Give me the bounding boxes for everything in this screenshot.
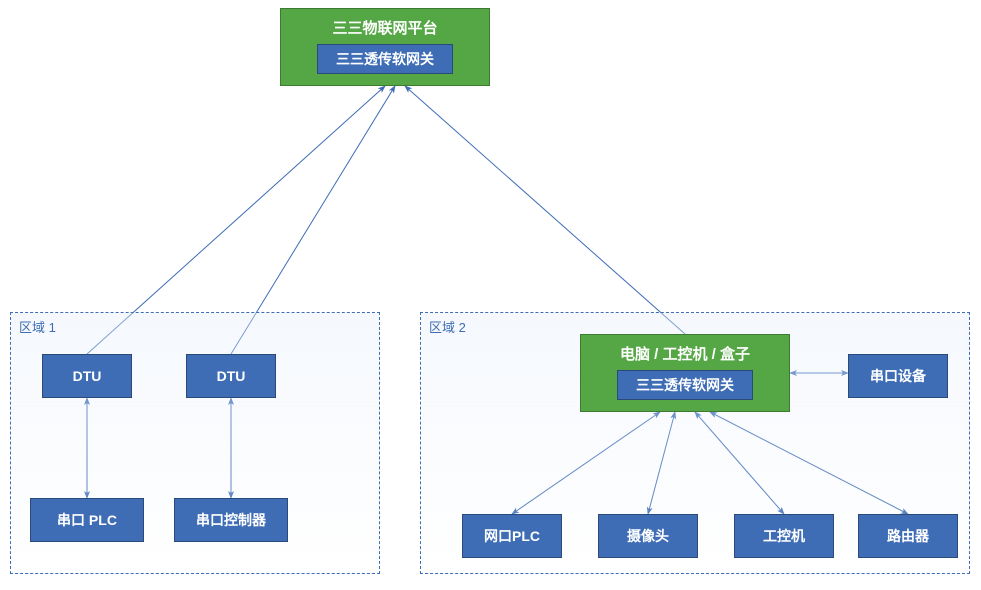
- node-pcbox: 电脑 / 工控机 / 盒子 三三透传软网关: [580, 334, 790, 412]
- node-platform-title: 三三物联网平台: [332, 20, 437, 38]
- region-1-label: 区域 1: [19, 317, 56, 336]
- node-router: 路由器: [858, 514, 958, 558]
- node-netplc: 网口PLC: [462, 514, 562, 558]
- node-platform-inner: 三三透传软网关: [317, 44, 453, 75]
- node-dtu2: DTU: [186, 354, 276, 398]
- node-serialdev: 串口设备: [848, 354, 948, 398]
- node-platform: 三三物联网平台 三三透传软网关: [280, 8, 490, 86]
- region-2-label: 区域 2: [429, 317, 466, 336]
- node-pcbox-inner: 三三透传软网关: [617, 370, 753, 401]
- node-dtu1: DTU: [42, 354, 132, 398]
- node-ipc: 工控机: [734, 514, 834, 558]
- node-serialctrl: 串口控制器: [174, 498, 288, 542]
- node-serialplc: 串口 PLC: [30, 498, 144, 542]
- node-camera: 摄像头: [598, 514, 698, 558]
- node-pcbox-title: 电脑 / 工控机 / 盒子: [620, 346, 750, 364]
